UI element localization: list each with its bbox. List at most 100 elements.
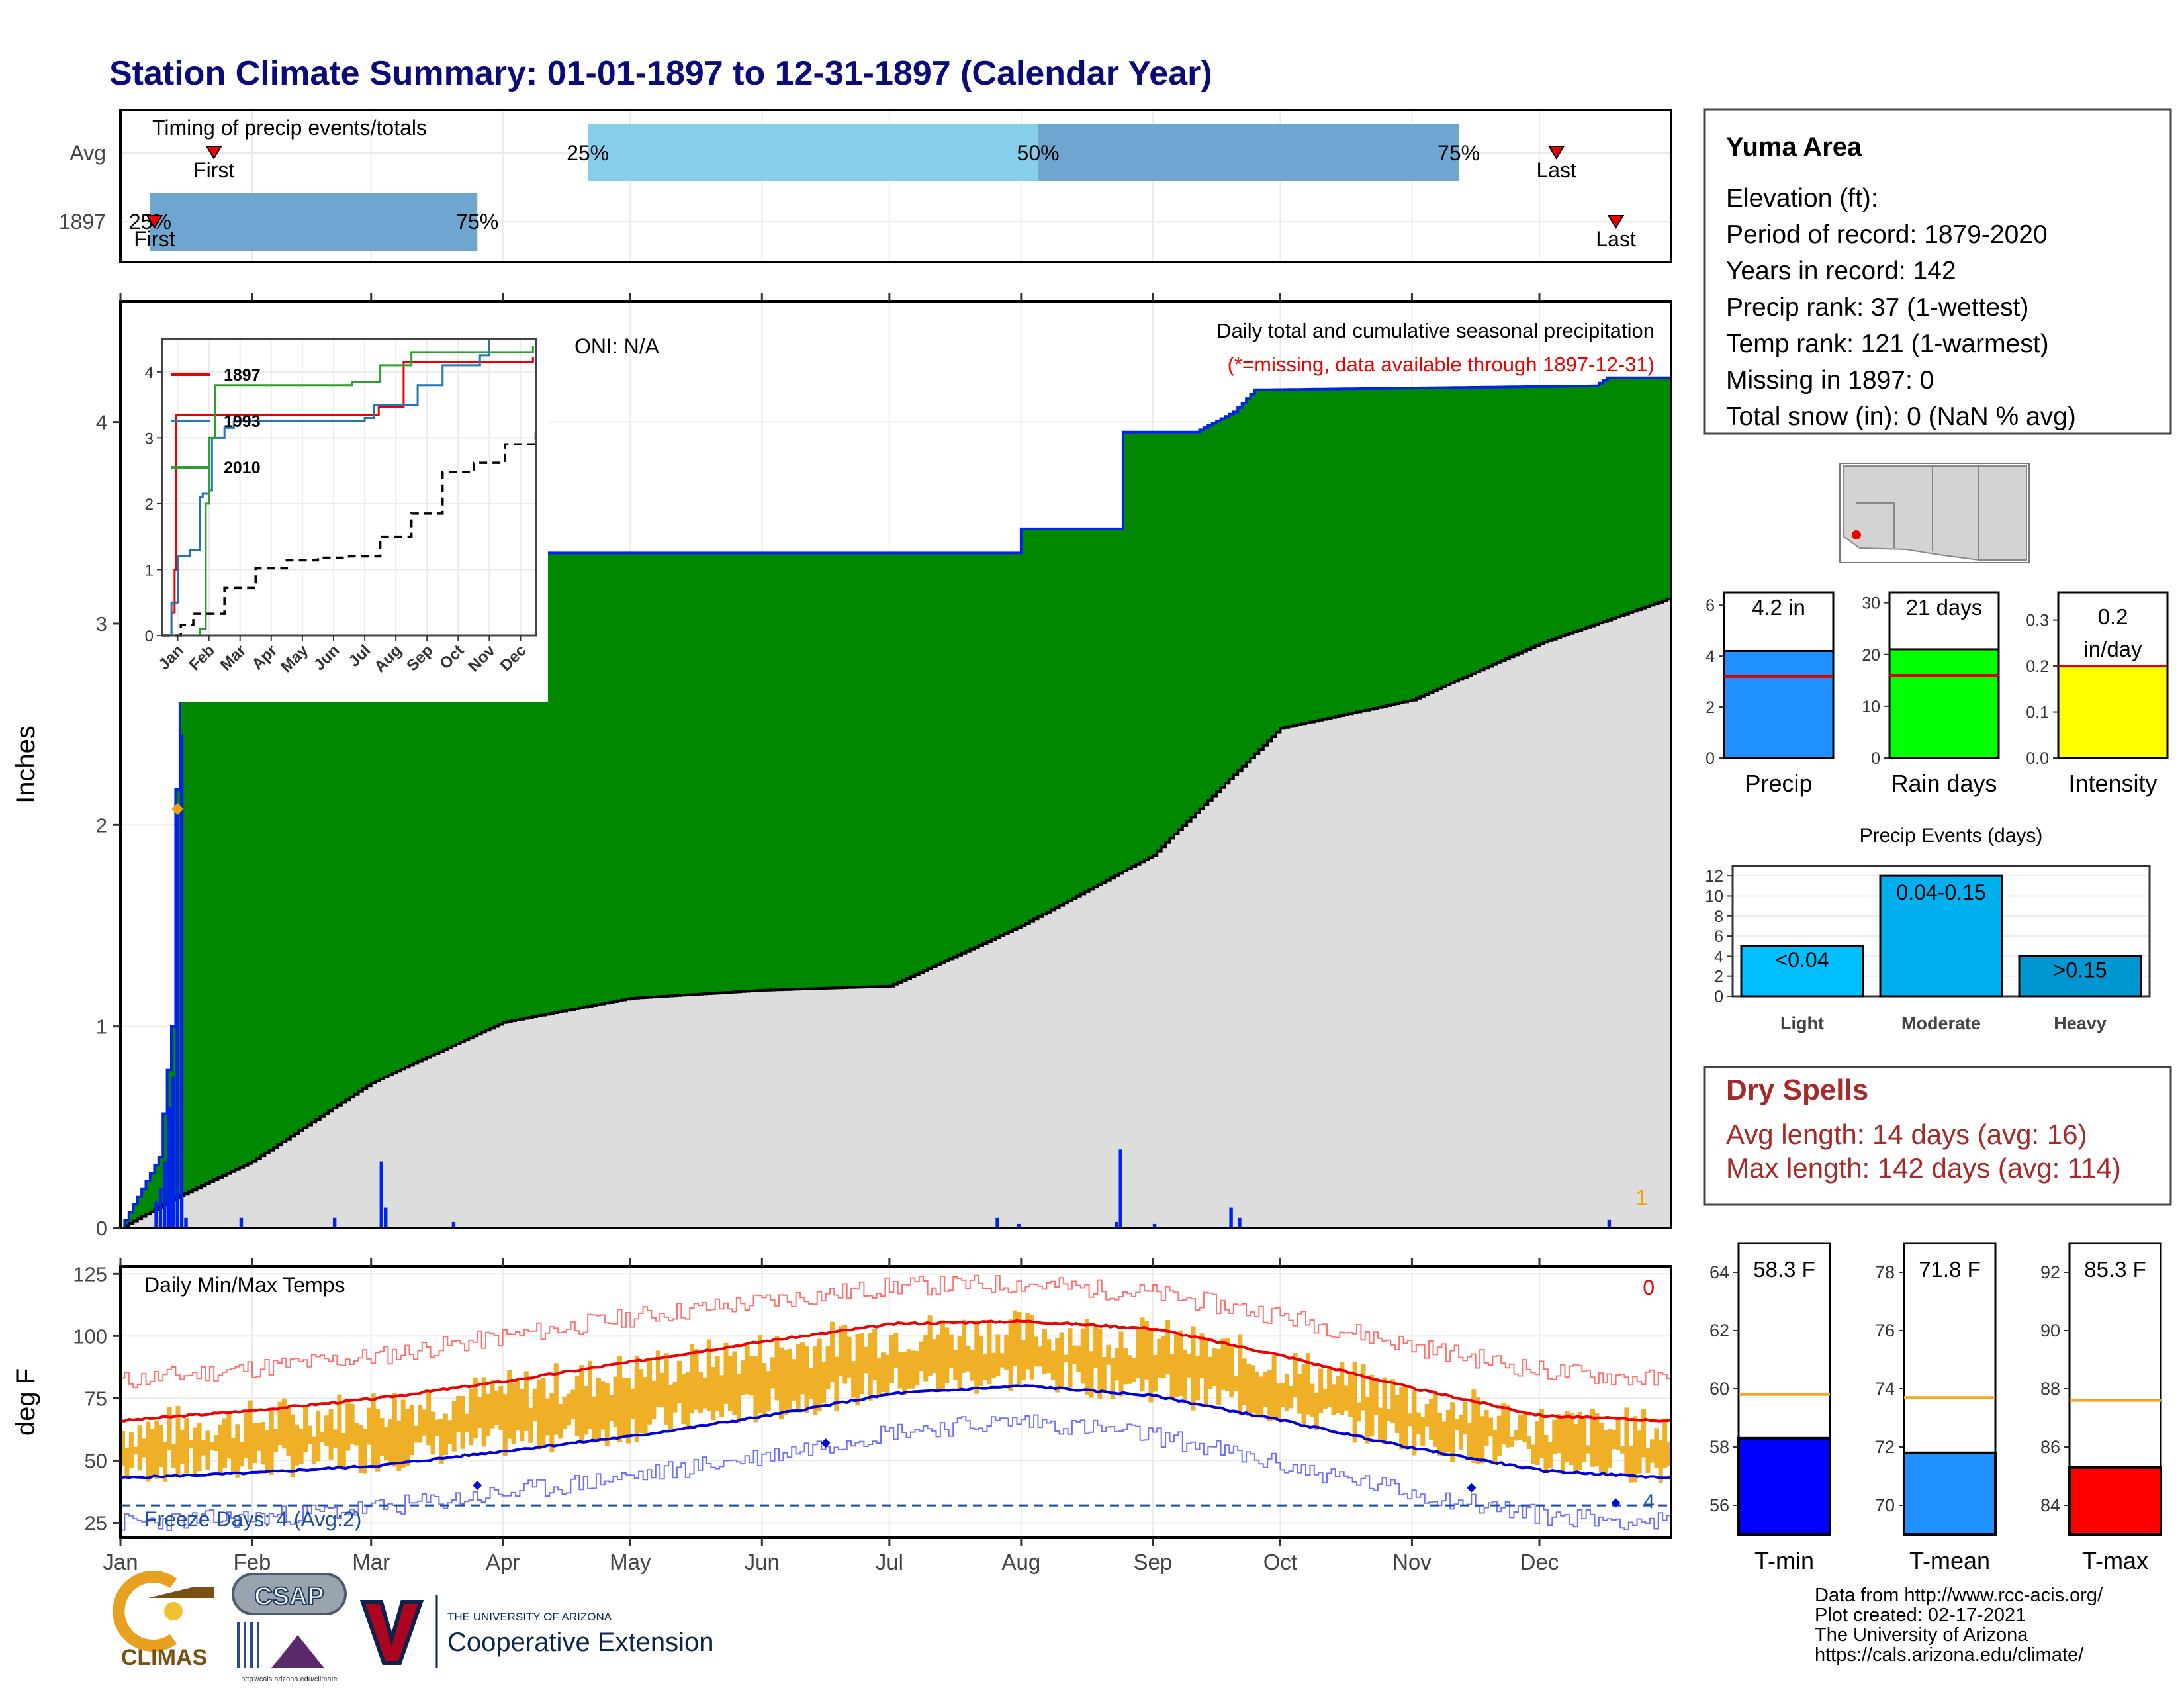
daily-precip-bar — [239, 1217, 244, 1228]
daily-temp-bar — [1191, 1326, 1196, 1411]
daily-temp-bar — [1042, 1329, 1047, 1374]
daily-temp-bar — [1471, 1389, 1477, 1463]
daily-temp-bar — [167, 1407, 172, 1450]
daily-temp-bar — [783, 1350, 788, 1415]
events-y-tick-label: 4 — [1714, 947, 1723, 966]
daily-temp-bar — [1233, 1376, 1238, 1391]
events-y-tick-label: 8 — [1714, 908, 1723, 926]
daily-precip-bar — [332, 1217, 337, 1228]
daily-temp-bar — [256, 1423, 261, 1451]
inset-y-tick-label: 4 — [145, 364, 154, 382]
daily-temp-bar — [1343, 1385, 1349, 1411]
station-line: Total snow (in): 0 (NaN % avg) — [1726, 402, 2076, 431]
normal-min-line — [120, 1384, 1672, 1479]
temp-y-tick-label: 100 — [73, 1325, 107, 1348]
daily-temp-bar — [567, 1393, 572, 1426]
temp-bar-category-label: T-max — [2082, 1547, 2148, 1574]
events-bar-label: >0.15 — [2054, 958, 2107, 982]
daily-temp-bar — [481, 1377, 486, 1447]
daily-temp-bar — [1021, 1340, 1026, 1380]
daily-temp-bar — [413, 1425, 418, 1443]
daily-temp-bar — [1352, 1362, 1357, 1443]
daily-temp-bar — [1496, 1415, 1502, 1456]
daily-temp-bar — [507, 1370, 512, 1439]
inset-legend-label: 1897 — [224, 366, 261, 385]
record-max-line — [120, 1274, 1671, 1389]
temp-bar-y-tick-label: 90 — [2040, 1321, 2060, 1340]
daily-temp-bar — [523, 1371, 529, 1431]
daily-temp-bar — [915, 1350, 920, 1385]
daily-temp-bar — [570, 1389, 576, 1419]
mini-y-tick-label: 4 — [1706, 647, 1715, 666]
daily-temp-bar — [1076, 1345, 1081, 1372]
daily-temp-bar — [664, 1353, 669, 1425]
temp-bar-y-tick-label: 92 — [2040, 1262, 2060, 1282]
daily-temp-bar — [1229, 1346, 1234, 1397]
daily-temp-bar — [1480, 1416, 1485, 1464]
precip-y-tick-label: 0 — [96, 1217, 107, 1240]
daily-temp-bar — [1641, 1409, 1647, 1458]
daily-temp-bar — [218, 1424, 223, 1474]
daily-temp-bar — [251, 1423, 257, 1464]
temp-bar — [1903, 1451, 1997, 1536]
daily-temp-bar — [1378, 1407, 1383, 1441]
daily-temp-bar — [273, 1429, 279, 1453]
daily-temp-bar — [324, 1415, 330, 1446]
daily-temp-bar — [1505, 1405, 1510, 1448]
daily-temp-bar — [923, 1335, 929, 1382]
daily-temp-bar — [1412, 1390, 1417, 1456]
csap-url: http://cals.arizona.edu/climate — [241, 1675, 338, 1683]
daily-temp-bar — [825, 1346, 831, 1390]
daily-temp-bar — [711, 1367, 716, 1421]
daily-precip-bar — [383, 1207, 388, 1228]
daily-temp-bar — [804, 1346, 809, 1414]
daily-temp-bar — [948, 1334, 954, 1368]
daily-temp-bar — [1029, 1315, 1034, 1380]
daily-temp-bar — [120, 1430, 126, 1466]
daily-temp-bar — [600, 1381, 606, 1430]
year-last-label: Last — [1596, 227, 1636, 251]
daily-temp-bar — [1488, 1417, 1493, 1437]
daily-temp-bar — [1649, 1439, 1655, 1463]
daily-temp-bar — [349, 1403, 355, 1444]
daily-temp-bar — [371, 1393, 376, 1469]
climas-wordmark: CLIMAS — [121, 1645, 207, 1670]
month-label: Apr — [486, 1550, 520, 1574]
daily-temp-bar — [447, 1420, 453, 1444]
daily-precip-bar — [451, 1221, 456, 1228]
daily-temp-bar — [1182, 1349, 1187, 1400]
mini-category-label: Rain days — [1891, 770, 1997, 797]
year-last-marker — [1607, 215, 1625, 229]
daily-temp-bar — [515, 1378, 521, 1430]
daily-temp-bar — [146, 1421, 151, 1482]
daily-temp-bar — [987, 1321, 992, 1385]
daily-temp-bar — [864, 1346, 869, 1374]
events-category-label: Heavy — [2054, 1013, 2107, 1033]
year-first-label: First — [134, 227, 175, 251]
inset-line-1993 — [162, 339, 490, 637]
daily-temp-bar — [1450, 1402, 1455, 1462]
daily-temp-bar — [1373, 1381, 1379, 1416]
daily-temp-bar — [214, 1435, 219, 1452]
daily-temp-bar — [230, 1438, 236, 1474]
daily-temp-bar — [290, 1414, 295, 1477]
daily-temp-bar — [502, 1394, 508, 1456]
daily-temp-bar — [953, 1350, 958, 1380]
daily-temp-bar — [1310, 1383, 1315, 1417]
daily-temp-bar — [1594, 1413, 1600, 1467]
precip-panel: 0 1 2 3 4 Inches Daily total and cumulative … — [11, 293, 1672, 1240]
daily-temp-bar — [1246, 1363, 1251, 1416]
daily-temp-bar — [490, 1380, 495, 1429]
record-low-marker — [473, 1481, 482, 1491]
daily-temp-bar — [1297, 1374, 1302, 1414]
daily-temp-bar — [1565, 1410, 1570, 1462]
temp-bar-y-tick-label: 56 — [1709, 1495, 1729, 1515]
daily-temp-bar — [562, 1396, 567, 1429]
mini-y-tick-label: 10 — [1862, 698, 1880, 716]
daily-temp-bar — [596, 1378, 601, 1440]
daily-temp-bar — [749, 1356, 754, 1396]
daily-temp-bar — [830, 1321, 835, 1382]
daily-temp-bar — [834, 1356, 839, 1412]
daily-temp-bar — [1335, 1376, 1340, 1413]
record-low-markers — [473, 1438, 1621, 1508]
